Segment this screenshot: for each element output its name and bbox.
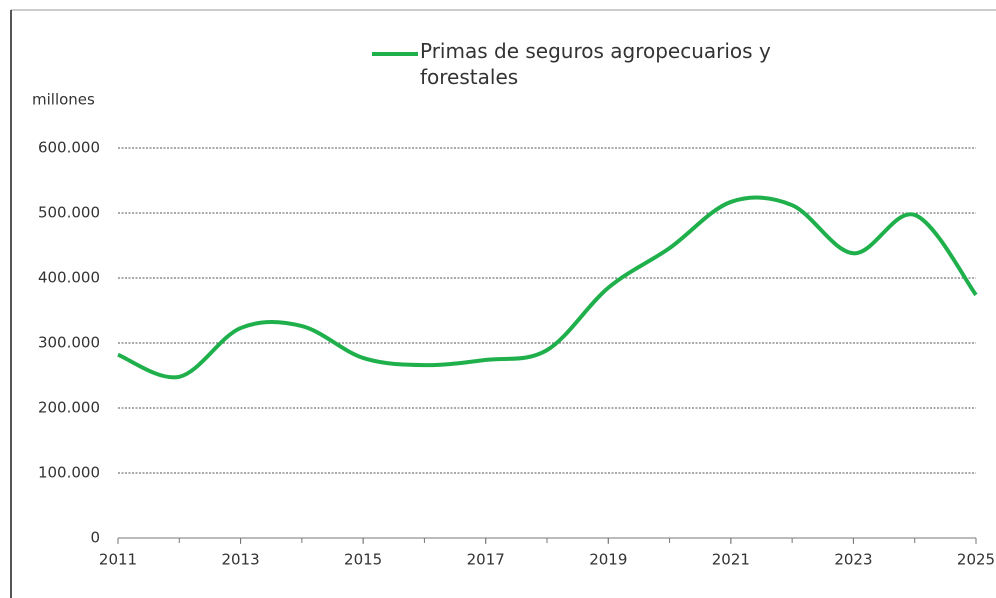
x-tick-label: 2017 [467,551,505,569]
y-tick-label: 500.000 [38,204,100,222]
x-tick-label: 2023 [834,551,872,569]
x-tick-label: 2025 [957,551,995,569]
y-tick-label: 300.000 [38,334,100,352]
y-tick-label: 100.000 [38,464,100,482]
x-tick-label: 2019 [589,551,627,569]
x-tick-label: 2021 [712,551,750,569]
y-tick-label: 400.000 [38,269,100,287]
y-tick-label: 200.000 [38,399,100,417]
y-tick-label: 600.000 [38,139,100,157]
y-axis-label: millones [32,91,95,109]
data-line [117,195,978,380]
x-tick-label: 2015 [344,551,382,569]
x-tick-label: 2013 [221,551,259,569]
legend-label: Primas de seguros agropecuarios y forest… [420,39,771,89]
y-tick-label: 0 [90,529,100,547]
x-tick-label: 2011 [99,551,137,569]
